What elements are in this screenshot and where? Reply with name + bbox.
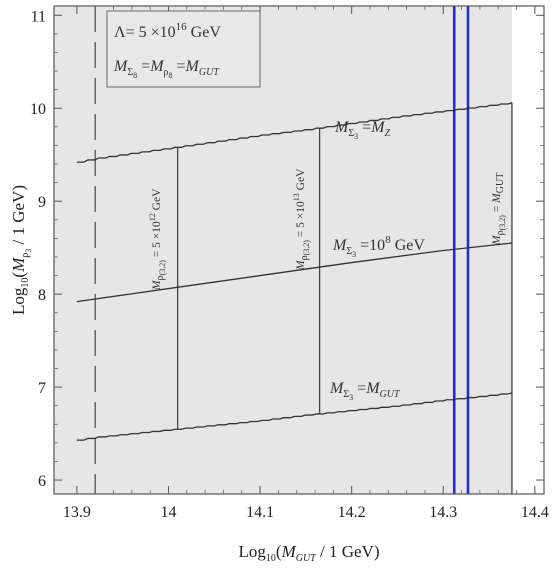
x-tick-label: 14.4 <box>521 504 549 521</box>
x-axis-label: Log10(MGUT / 1 GeV) <box>239 542 380 564</box>
x-tick-label: 14.2 <box>338 504 366 521</box>
y-axis-label: Log10(Mρ3 / 1 GeV) <box>9 185 33 315</box>
series-line-0 <box>76 102 513 163</box>
x-tick-label: 13.9 <box>63 504 91 521</box>
x-tick-label: 14.1 <box>246 504 274 521</box>
series-line-2 <box>76 392 513 441</box>
plot-frame <box>53 5 545 495</box>
vline-label-5e12: Mρ(3,2) = 5 ×1012 GeV <box>148 188 167 291</box>
x-tick-label: 14 <box>160 504 176 521</box>
y-tick-label: 8 <box>38 287 46 304</box>
y-tick-label: 11 <box>31 8 46 25</box>
legend-box: Λ= 5 ×1016 GeV MΣ8 =Mρ8 =MGUT <box>106 10 261 88</box>
y-tick-label: 9 <box>38 194 46 211</box>
x-tick-label: 14.3 <box>429 504 457 521</box>
legend-line-1: Λ= 5 ×1016 GeV <box>114 21 221 41</box>
series-label-mgut: MΣ3 =MGUT <box>329 380 401 402</box>
y-tick-label: 7 <box>38 380 46 397</box>
legend-line-2: MΣ8 =Mρ8 =MGUT <box>113 58 220 80</box>
series-line-1 <box>76 242 513 303</box>
series-label-1e8: MΣ3 =108 GeV <box>332 234 425 259</box>
series-label-mz: MΣ3 =MZ <box>334 119 391 141</box>
vline-label-mgut: Mρ(3,2) = MGUT <box>491 173 507 246</box>
y-tick-label: 10 <box>30 101 46 118</box>
vline-label-5e13: Mρ(3,2) = 5 ×1013 GeV <box>292 168 311 271</box>
legend-frame <box>106 10 261 88</box>
y-tick-label: 6 <box>38 473 46 490</box>
